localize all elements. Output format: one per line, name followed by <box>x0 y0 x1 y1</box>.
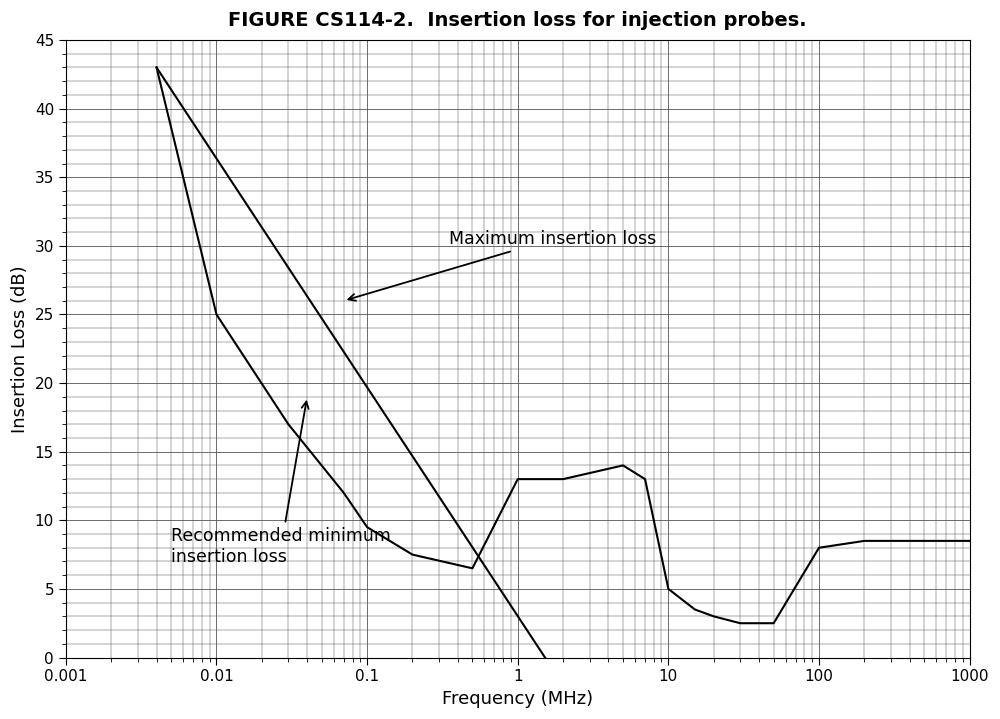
X-axis label: Frequency (MHz): Frequency (MHz) <box>442 690 593 708</box>
Text: Maximum insertion loss: Maximum insertion loss <box>348 230 656 301</box>
Text: Recommended minimum
insertion loss: Recommended minimum insertion loss <box>171 401 391 566</box>
Y-axis label: Insertion Loss (dB): Insertion Loss (dB) <box>11 265 29 433</box>
Title: FIGURE CS114-2.  Insertion loss for injection probes.: FIGURE CS114-2. Insertion loss for injec… <box>228 11 807 30</box>
